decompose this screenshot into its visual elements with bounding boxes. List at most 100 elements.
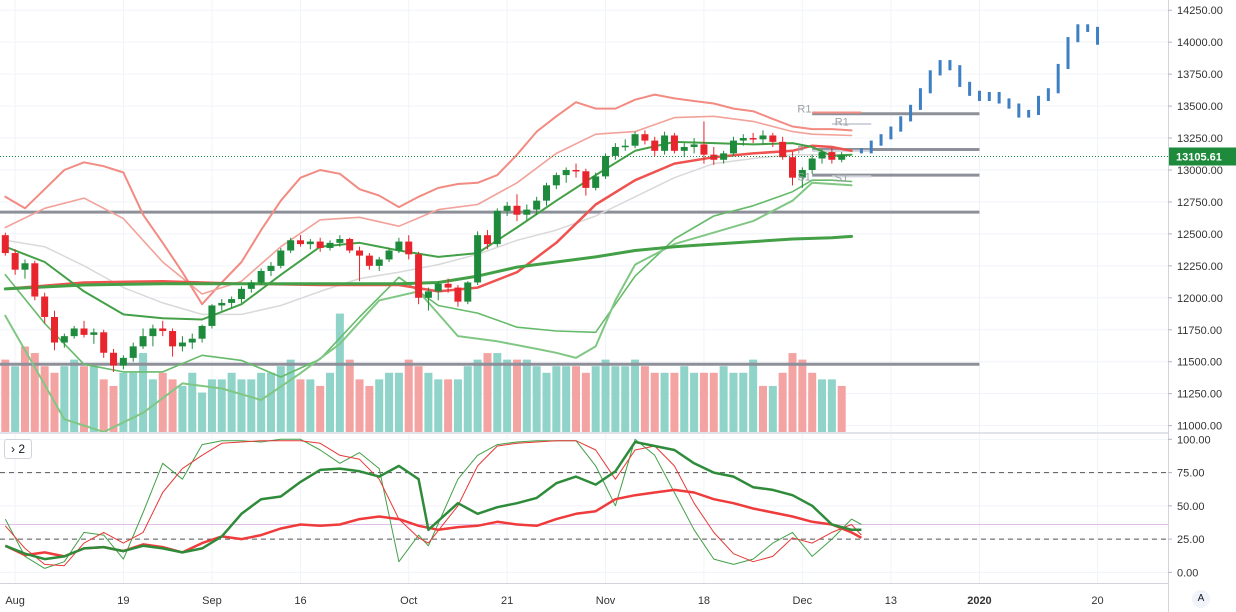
volume-bar <box>188 372 197 432</box>
candle-body <box>149 328 157 337</box>
volume-bar <box>493 353 502 432</box>
last-price-label: 13105.61 <box>1176 151 1222 163</box>
volume-bar <box>690 372 699 432</box>
price-tick-label: 11250.00 <box>1177 389 1222 401</box>
candle-body <box>700 144 708 155</box>
price-tick-label: 12750.00 <box>1177 197 1223 209</box>
candle-body <box>444 283 452 288</box>
candle <box>513 194 521 222</box>
volume-bar <box>719 366 728 432</box>
candle-body <box>739 138 747 141</box>
candle-body <box>31 263 39 297</box>
volume-bar <box>601 359 610 432</box>
price-tick-label: 13500.00 <box>1177 101 1223 113</box>
candle <box>611 143 619 160</box>
candle <box>700 121 708 164</box>
candle-body <box>474 235 482 283</box>
volume-bar <box>788 353 797 432</box>
candle <box>602 153 610 179</box>
candle-body <box>267 265 275 271</box>
candle-body <box>611 146 619 156</box>
projection-bar <box>899 116 903 132</box>
candle-body <box>493 210 501 245</box>
candle-body <box>257 270 265 283</box>
volume-bar <box>139 353 148 432</box>
candle <box>434 281 442 301</box>
volume-bar <box>532 366 541 432</box>
price-tick-label: 13750.00 <box>1177 69 1223 81</box>
volume-bar <box>306 379 315 432</box>
time-tick-label: 19 <box>117 595 129 607</box>
candle <box>119 355 127 370</box>
candle-body <box>434 283 442 292</box>
time-tick-label: Dec <box>793 595 813 607</box>
pane-count: 2 <box>18 442 26 456</box>
grid-lines <box>0 0 1168 583</box>
volume-bar <box>424 372 433 432</box>
candle-body <box>110 352 118 366</box>
candle-body <box>621 145 629 148</box>
candle <box>798 167 806 188</box>
projection-bar <box>909 104 913 122</box>
candle <box>31 260 39 301</box>
candle-body <box>60 336 68 343</box>
candle <box>169 328 177 357</box>
volume-bar <box>70 359 79 432</box>
volume-bar <box>512 359 521 432</box>
bollinger-outer-upper <box>4 93 853 306</box>
volume-bar <box>453 379 462 432</box>
volume-bar <box>808 372 817 432</box>
candle-body <box>454 287 462 302</box>
volume-bar <box>326 372 335 432</box>
candle-body <box>572 169 580 172</box>
level-labels: R1 R1 P S1 S1 <box>797 104 848 185</box>
candle <box>277 247 285 269</box>
volume-bar <box>503 359 512 432</box>
candle-body <box>818 152 826 159</box>
oscillator-tick-label: 75.00 <box>1177 468 1205 480</box>
pane-collapse-button[interactable]: › 2 <box>4 439 33 459</box>
projection-bar <box>879 134 883 146</box>
candle <box>631 131 639 149</box>
volume-bar <box>581 372 590 432</box>
candle-body <box>51 316 58 343</box>
volume-bar <box>758 385 767 432</box>
candle <box>493 208 501 247</box>
candle <box>651 136 659 156</box>
candle <box>257 268 265 286</box>
time-tick-label: 20 <box>1091 595 1103 607</box>
candle-body <box>169 331 177 347</box>
volume-bar <box>572 366 581 432</box>
volume-bar <box>631 359 640 432</box>
oscillator-tick-label: 100.00 <box>1177 434 1211 446</box>
candlesticks[interactable] <box>1 121 846 372</box>
candle-body <box>503 205 511 211</box>
candle-body <box>395 241 403 251</box>
candle-body <box>641 134 649 141</box>
volume-bar <box>237 379 246 432</box>
volume-bar <box>316 385 325 432</box>
volume-bar <box>650 372 659 432</box>
volume-bar <box>80 366 89 432</box>
time-tick-label: Aug <box>5 595 25 607</box>
candle <box>80 320 88 338</box>
sma-green-slow-line <box>3 234 853 291</box>
volume-bar <box>345 359 354 432</box>
auto-scale-button[interactable]: A <box>1192 590 1210 608</box>
candle <box>464 281 472 305</box>
candle <box>41 292 49 324</box>
volume-bar <box>257 372 266 432</box>
candle-body <box>513 205 521 215</box>
volume-bar <box>827 379 836 432</box>
projection-bar <box>859 148 863 154</box>
volume-bar <box>818 379 827 432</box>
candle <box>729 136 737 156</box>
candle <box>90 328 98 344</box>
volume-bar <box>1 359 10 432</box>
candle-body <box>11 253 19 270</box>
candle <box>110 348 118 372</box>
candle <box>533 196 541 215</box>
candle <box>424 287 432 311</box>
candle-body <box>41 296 49 317</box>
